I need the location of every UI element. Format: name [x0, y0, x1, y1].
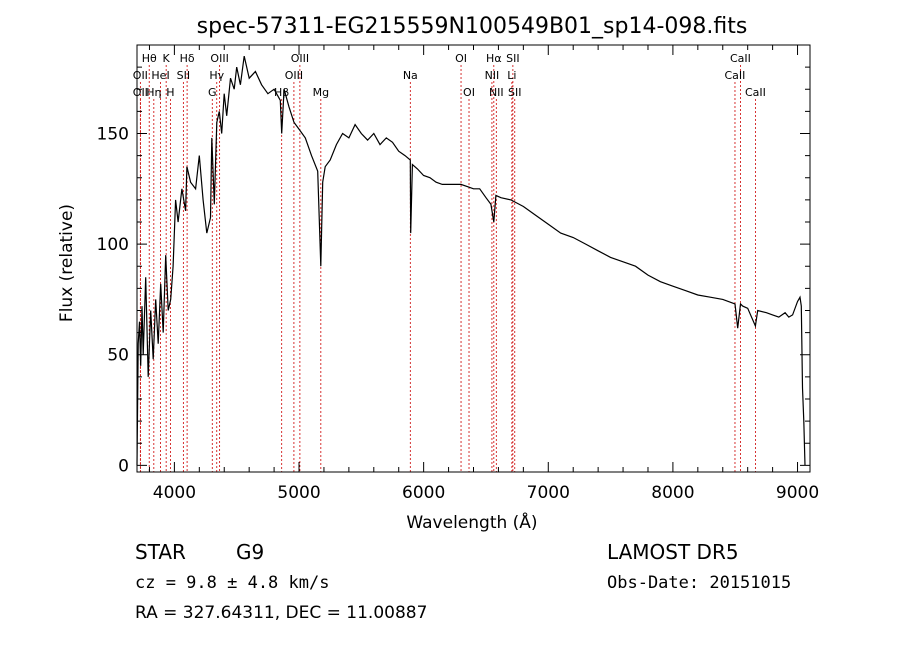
line-marker-label: Hη: [146, 86, 161, 99]
line-marker-label: K: [163, 52, 171, 65]
line-marker-label: SII: [177, 69, 190, 82]
spectrum-chart: spec-57311-EG215559N100549B01_sp14-098.f…: [57, 14, 819, 533]
line-marker-label: Hα: [486, 52, 502, 65]
x-tick-label: 5000: [277, 483, 320, 503]
line-marker-label: OII: [133, 69, 148, 82]
y-tick-label: 100: [97, 235, 129, 255]
object-subclass: G9: [236, 540, 265, 564]
line-marker-label: CaII: [725, 69, 746, 82]
line-marker-label: Hγ: [209, 69, 224, 82]
line-marker-label: Hδ: [180, 52, 195, 65]
x-tick-label: 9000: [776, 483, 819, 503]
line-marker-label: CaII: [745, 86, 766, 99]
survey-name: LAMOST DR5: [607, 540, 739, 564]
line-marker-label: OIII: [285, 69, 303, 82]
x-tick-label: 4000: [153, 483, 196, 503]
line-marker-label: SII: [506, 52, 519, 65]
line-marker-label: Mg: [313, 86, 329, 99]
x-axis-label: Wavelength (Å): [406, 511, 537, 533]
y-axis-label: Flux (relative): [57, 204, 77, 322]
y-tick-label: 0: [118, 456, 129, 476]
plot-frame: [136, 44, 811, 473]
y-axis: 0 50 100 150: [97, 66, 810, 476]
observation-date: Obs-Date: 20151015: [607, 573, 792, 593]
x-tick-label: 7000: [527, 483, 570, 503]
y-tick-label: 50: [107, 346, 129, 366]
spectrum-line: [136, 55, 806, 466]
redshift-cz: cz = 9.8 ± 4.8 km/s: [135, 573, 330, 593]
line-marker-label: Na: [403, 69, 418, 82]
y-tick-label: 150: [97, 124, 129, 144]
line-marker-label: Li: [507, 69, 516, 82]
x-tick-label: 6000: [402, 483, 445, 503]
x-axis: 4000 5000 6000 7000 8000 9000: [148, 45, 819, 503]
line-marker-label: G: [208, 86, 217, 99]
ra-dec-coordinates: RA = 327.64311, DEC = 11.00887: [135, 603, 428, 623]
x-tick-label: 8000: [651, 483, 694, 503]
line-marker-label: NII: [485, 69, 500, 82]
line-marker-label: OIII: [291, 52, 309, 65]
line-marker-label: OI: [463, 86, 475, 99]
line-marker-label: OIII: [210, 52, 228, 65]
line-marker-label: SII: [508, 86, 521, 99]
line-marker-label: H: [166, 86, 174, 99]
object-class: STAR: [135, 540, 186, 564]
line-marker-label: Hθ: [142, 52, 157, 65]
line-marker-label: HeI: [151, 69, 169, 82]
line-marker-label: NII: [489, 86, 504, 99]
line-marker-label: OI: [455, 52, 467, 65]
line-marker-label: CaII: [730, 52, 751, 65]
chart-title: spec-57311-EG215559N100549B01_sp14-098.f…: [197, 14, 748, 39]
